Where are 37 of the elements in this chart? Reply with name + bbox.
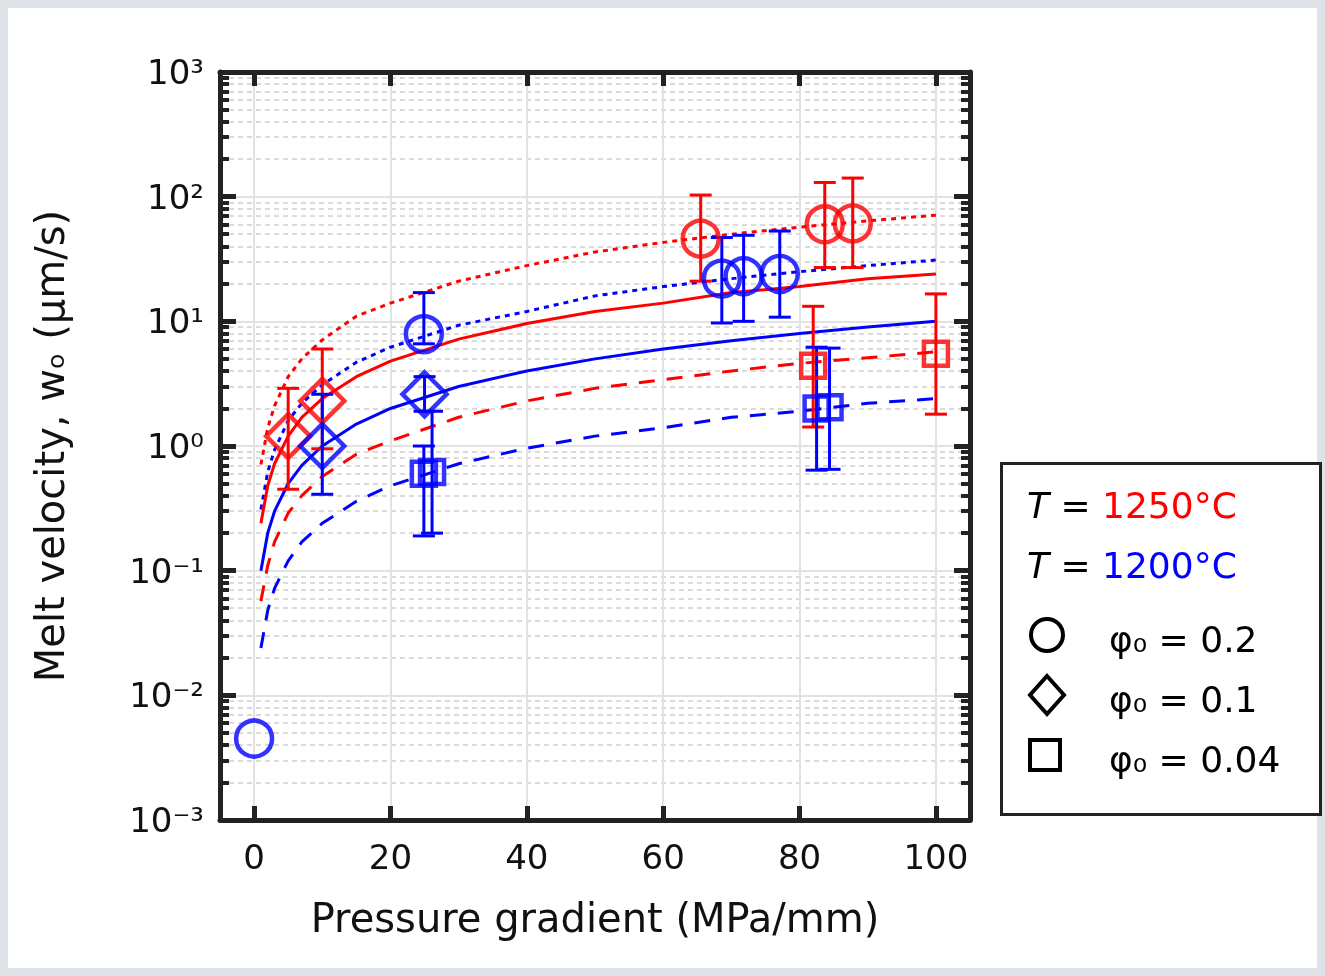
- x-axis-title: Pressure gradient (MPa/mm): [310, 895, 880, 941]
- point: [400, 370, 449, 419]
- point: [701, 258, 743, 299]
- point: [759, 253, 801, 295]
- y-tick-label: 10⁻³: [129, 800, 204, 840]
- y-tick-label: 10¹: [147, 301, 204, 342]
- point: [921, 339, 951, 368]
- text: T = 1200°C: [1027, 544, 1237, 586]
- point: [802, 394, 831, 423]
- point: [233, 718, 275, 759]
- y-tick-label: 10²: [147, 176, 204, 217]
- text: φ₀ = 0.04: [1109, 738, 1281, 780]
- y-axis-title: Melt velocity, wₒ (μm/s): [27, 209, 73, 683]
- y-tick-label: 10⁻²: [129, 675, 204, 716]
- point: [680, 218, 721, 259]
- x-tick-label: 80: [777, 837, 822, 877]
- x-tick-label: 60: [641, 837, 685, 877]
- point: [804, 204, 846, 245]
- point: [798, 351, 828, 381]
- text: T = 1250°C: [1027, 484, 1237, 526]
- point: [409, 459, 439, 488]
- point: [723, 256, 764, 297]
- text: φ₀ = 0.1: [1109, 678, 1258, 720]
- point: [298, 376, 347, 426]
- x-tick-label: 20: [368, 837, 413, 877]
- y-tick-label: 10⁰: [147, 426, 204, 466]
- y-tick-label: 10³: [147, 52, 204, 92]
- y-tick-label: 10⁻¹: [129, 550, 204, 591]
- point: [403, 313, 445, 355]
- x-tick-label: 40: [505, 837, 549, 877]
- text: φ₀ = 0.2: [1109, 618, 1258, 660]
- point: [417, 457, 447, 487]
- x-tick-label: 100: [903, 837, 969, 877]
- point: [815, 392, 844, 422]
- point: [298, 421, 347, 471]
- point: [832, 203, 873, 244]
- x-tick-label: 0: [243, 837, 265, 877]
